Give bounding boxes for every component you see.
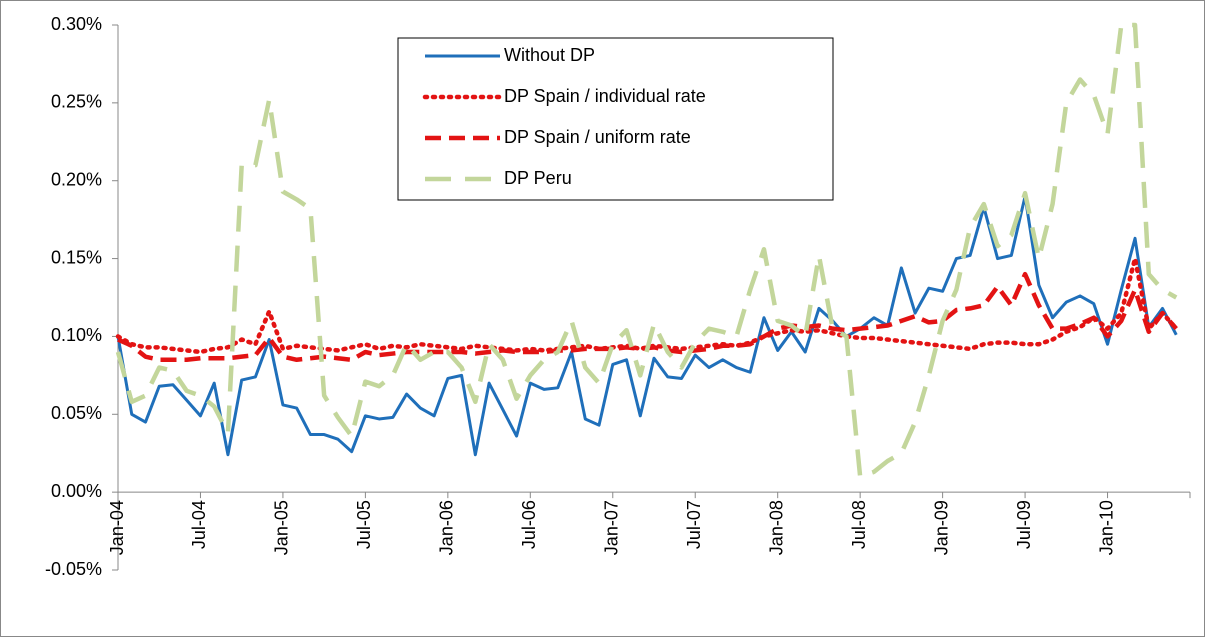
y-tick-label: 0.00% xyxy=(51,481,102,501)
x-tick-label: Jul-08 xyxy=(849,500,869,549)
x-tick-label: Jan-09 xyxy=(931,500,951,555)
x-tick-label: Jan-05 xyxy=(272,500,292,555)
x-tick-label: Jan-08 xyxy=(766,500,786,555)
legend-label: DP Spain / individual rate xyxy=(504,86,706,106)
x-tick-label: Jan-07 xyxy=(602,500,622,555)
series-line xyxy=(115,22,1178,479)
legend-box xyxy=(397,37,834,201)
x-tick-label: Jan-06 xyxy=(437,500,457,555)
y-tick-label: 0.25% xyxy=(51,92,102,112)
x-tick-label: Jul-06 xyxy=(519,500,539,549)
x-tick-label: Jan-04 xyxy=(107,500,127,555)
legend-label: DP Peru xyxy=(504,168,572,188)
x-tick-label: Jul-07 xyxy=(684,500,704,549)
legend-label: DP Spain / uniform rate xyxy=(504,127,691,147)
x-tick-label: Jul-09 xyxy=(1014,500,1034,549)
x-tick-label: Jul-04 xyxy=(189,500,209,549)
y-tick-label: 0.05% xyxy=(51,403,102,423)
y-tick-label: 0.20% xyxy=(51,169,102,189)
x-tick-label: Jan-10 xyxy=(1096,500,1116,555)
y-tick-label: 0.30% xyxy=(51,14,102,34)
y-tick-label: 0.15% xyxy=(51,247,102,267)
series-line xyxy=(116,194,1178,457)
legend-label: Without DP xyxy=(504,45,595,65)
x-tick-label: Jul-05 xyxy=(354,500,374,549)
y-tick-label: -0.05% xyxy=(45,559,102,579)
y-tick-label: 0.10% xyxy=(51,325,102,345)
